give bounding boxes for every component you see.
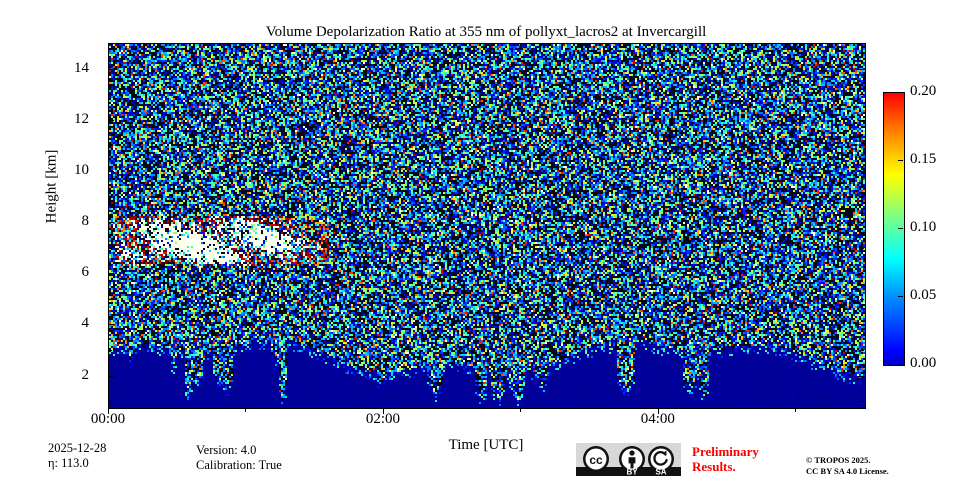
- version-label: Version: 4.0: [196, 443, 257, 457]
- y-tick-mark: [108, 375, 114, 377]
- y-tick-label: 14: [74, 59, 89, 76]
- colorbar-tick-mark: [898, 228, 903, 229]
- y-tick-mark: [108, 324, 114, 326]
- y-tick-mark-minor: [108, 247, 112, 249]
- y-tick-mark: [858, 68, 864, 70]
- x-tick-label: 02:00: [365, 411, 400, 427]
- x-tick-mark-minor: [795, 44, 797, 48]
- page-title: Volume Depolarization Ratio at 355 nm of…: [265, 24, 707, 40]
- x-tick-mark: [382, 44, 384, 50]
- y-tick-mark: [108, 119, 114, 121]
- y-tick-mark-minor: [108, 94, 112, 96]
- y-tick-label: 12: [74, 110, 89, 127]
- svg-text:cc: cc: [589, 453, 603, 467]
- y-tick-mark: [858, 119, 864, 121]
- y-tick-mark-minor: [860, 247, 864, 249]
- y-tick-label: 2: [81, 366, 90, 383]
- x-tick-mark: [382, 408, 384, 414]
- y-tick-mark-minor: [108, 145, 112, 147]
- y-tick-mark-minor: [860, 43, 864, 44]
- y-tick-mark-minor: [108, 298, 112, 300]
- x-tick-mark: [108, 408, 109, 414]
- colorbar-tick-mark: [898, 296, 903, 297]
- y-tick-label: 10: [74, 161, 89, 178]
- y-tick-mark: [858, 324, 864, 326]
- eta-value: η: 113.0: [48, 456, 89, 470]
- cc-by-sa-icon[interactable]: cc BY SA: [576, 443, 681, 476]
- y-tick-mark-minor: [860, 94, 864, 96]
- colorbar-tick-label: 0.05: [910, 287, 937, 303]
- y-tick-mark-minor: [860, 196, 864, 198]
- x-tick-mark: [657, 44, 659, 50]
- y-tick-label: 4: [81, 315, 90, 332]
- x-tick-label: 00:00: [90, 411, 126, 427]
- y-tick-mark: [858, 375, 864, 377]
- y-tick-mark-minor: [860, 401, 864, 403]
- y-tick-mark-minor: [860, 349, 864, 351]
- x-axis-label: Time [UTC]: [448, 437, 524, 453]
- y-tick-mark: [858, 170, 864, 172]
- y-tick-mark-minor: [108, 196, 112, 198]
- badge-by-label: BY: [626, 468, 638, 477]
- y-tick-mark: [108, 170, 114, 172]
- colorbar-tick-label: 0.20: [910, 83, 937, 99]
- y-tick-mark-minor: [108, 43, 112, 44]
- colorbar-tick-label: 0.10: [910, 219, 937, 235]
- preliminary-results-notice: Preliminary Results.: [692, 444, 759, 474]
- x-tick-label: 04:00: [640, 411, 675, 427]
- x-tick-mark-minor: [245, 44, 247, 48]
- y-tick-mark: [858, 273, 864, 275]
- y-tick-mark: [108, 222, 114, 224]
- y-tick-label: 6: [81, 264, 90, 281]
- heatmap-plot-area[interactable]: [108, 43, 866, 409]
- colorbar-tick-label: 0.15: [910, 151, 937, 167]
- measurement-date: 2025-12-28: [48, 441, 107, 455]
- x-tick-mark-minor: [520, 44, 522, 48]
- y-tick-label: 8: [81, 213, 90, 230]
- y-tick-mark-minor: [108, 401, 112, 403]
- x-tick-mark-minor: [520, 408, 522, 412]
- depolarization-heatmap: [109, 44, 865, 408]
- x-tick-mark-minor: [245, 408, 247, 412]
- calibration-label: Calibration: True: [196, 458, 282, 472]
- colorbar-tick-label: 0.00: [910, 355, 937, 371]
- y-tick-mark: [108, 273, 114, 275]
- y-tick-mark-minor: [108, 349, 112, 351]
- x-tick-mark: [108, 44, 109, 50]
- colorbar-tick-mark: [898, 160, 903, 161]
- x-tick-mark-minor: [795, 408, 797, 412]
- y-tick-mark-minor: [860, 145, 864, 147]
- badge-sa-label: SA: [655, 468, 666, 477]
- y-tick-mark: [858, 222, 864, 224]
- y-tick-mark-minor: [860, 298, 864, 300]
- copyright-notice: © TROPOS 2025. CC BY SA 4.0 License.: [806, 455, 889, 476]
- colorbar: [883, 92, 905, 366]
- x-tick-mark: [657, 408, 659, 414]
- y-tick-mark: [108, 68, 114, 70]
- colorbar-gradient: [884, 93, 904, 365]
